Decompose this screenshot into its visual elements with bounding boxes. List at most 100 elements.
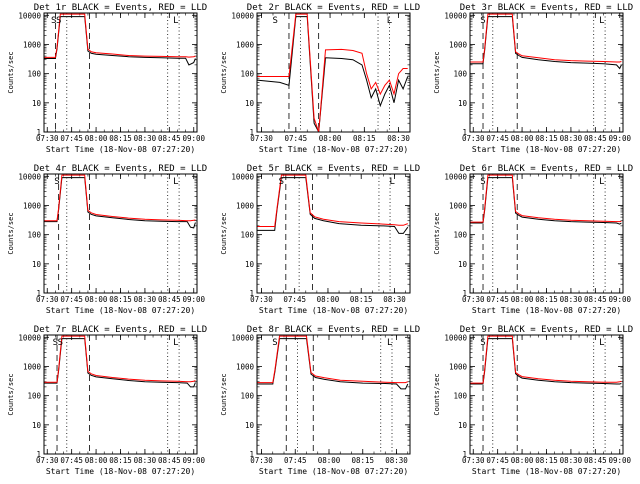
series-line-lld: [470, 335, 622, 384]
detector-panel-5: Det 5r BLACK = Events, RED = LLD Counts/s…: [220, 164, 420, 315]
x-tick-label: 07:30: [36, 295, 59, 304]
x-tick-label: 08:00: [317, 295, 340, 304]
y-tick-label: 1: [462, 450, 467, 459]
saa-annotation: S: [53, 338, 58, 348]
x-axis-label: Start Time (18-Nov-08 07:27:20): [46, 306, 195, 315]
y-axis-label: Counts/sec: [433, 373, 441, 415]
x-tick-label: 09:00: [608, 456, 631, 465]
x-tick-label: 08:30: [383, 295, 406, 304]
y-tick-label: 10000: [18, 11, 41, 20]
y-tick-label: 100: [27, 70, 41, 79]
x-tick-label: 08:15: [109, 456, 132, 465]
series-line-lld: [44, 13, 196, 58]
saa-annotation: L: [173, 16, 178, 26]
x-tick-label: 08:15: [350, 295, 373, 304]
y-tick-label: 10: [458, 99, 468, 108]
x-tick-label: 09:00: [608, 295, 631, 304]
x-tick-label: 08:00: [85, 295, 108, 304]
x-tick-label: 08:15: [351, 456, 374, 465]
x-tick-label: 08:30: [560, 295, 583, 304]
x-tick-label: 08:45: [158, 456, 181, 465]
y-tick-label: 10: [458, 421, 468, 430]
y-tick-label: 1: [36, 289, 41, 298]
x-tick-label: 09:00: [182, 134, 205, 143]
x-tick-label: 08:30: [560, 456, 583, 465]
detector-panel-6: Det 6r BLACK = Events, RED = LLD Counts/s…: [433, 164, 633, 315]
saa-annotation: S: [54, 177, 59, 187]
panel-title: Det 6r BLACK = Events, RED = LLD: [460, 164, 633, 174]
x-tick-label: 08:00: [511, 134, 534, 143]
y-tick-label: 10: [32, 99, 42, 108]
saa-annotation: L: [599, 338, 604, 348]
plot-area: [44, 13, 196, 132]
series-line-events: [257, 16, 409, 132]
y-tick-label: 1000: [449, 362, 468, 371]
x-tick-label: 08:30: [387, 134, 410, 143]
x-tick-label: 07:45: [486, 456, 509, 465]
x-tick-label: 07:30: [250, 134, 273, 143]
x-tick-label: 07:45: [486, 295, 509, 304]
x-tick-label: 09:00: [608, 134, 631, 143]
y-tick-label: 10: [245, 260, 255, 269]
x-tick-label: 08:00: [85, 134, 108, 143]
series-line-lld: [44, 335, 196, 383]
x-tick-label: 08:15: [109, 295, 132, 304]
plot-frame: [469, 173, 624, 294]
saa-annotation: S: [272, 338, 277, 348]
y-tick-label: 10: [32, 421, 42, 430]
plot-frame: [256, 12, 411, 133]
y-tick-label: 1: [249, 128, 254, 137]
saa-annotation: L: [390, 177, 395, 187]
y-axis-label: Counts/sec: [220, 373, 228, 415]
plot-area: [257, 335, 409, 454]
panel-title: Det 4r BLACK = Events, RED = LLD: [34, 164, 207, 174]
x-tick-label: 08:45: [584, 456, 607, 465]
y-tick-label: 100: [240, 392, 254, 401]
y-tick-label: 1000: [236, 201, 255, 210]
x-tick-label: 07:30: [36, 456, 59, 465]
x-tick-label: 07:30: [462, 456, 485, 465]
plot-area: [470, 174, 622, 293]
y-axis-label: Counts/sec: [433, 51, 441, 93]
plot-frame: [43, 12, 198, 133]
x-tick-label: 08:00: [511, 295, 534, 304]
panel-title: Det 8r BLACK = Events, RED = LLD: [247, 325, 420, 335]
saa-annotation: L: [173, 338, 178, 348]
x-tick-label: 07:45: [60, 134, 83, 143]
saa-annotation: L: [599, 16, 604, 26]
y-axis-label: Counts/sec: [7, 373, 15, 415]
x-tick-label: 08:15: [535, 134, 558, 143]
x-tick-label: 08:45: [584, 295, 607, 304]
plot-frame: [469, 12, 624, 133]
y-tick-label: 1: [249, 289, 254, 298]
detector-panel-2: Det 2r BLACK = Events, RED = LLD Counts/s…: [220, 3, 420, 154]
y-tick-label: 1000: [23, 362, 42, 371]
y-tick-label: 1: [36, 128, 41, 137]
plot-frame: [256, 334, 411, 455]
y-tick-label: 10000: [444, 172, 467, 181]
y-tick-label: 100: [453, 392, 467, 401]
x-tick-label: 08:45: [584, 134, 607, 143]
y-tick-label: 100: [27, 392, 41, 401]
y-tick-label: 10000: [444, 333, 467, 342]
saa-annotation: S: [480, 16, 485, 26]
y-axis-label: Counts/sec: [220, 212, 228, 254]
plot-frame: [43, 334, 198, 455]
y-tick-label: 100: [240, 70, 254, 79]
x-tick-label: 07:45: [285, 134, 308, 143]
y-tick-label: 1000: [449, 40, 468, 49]
y-tick-label: 1000: [236, 40, 255, 49]
x-tick-label: 08:30: [134, 456, 157, 465]
panel-title: Det 1r BLACK = Events, RED = LLD: [34, 3, 207, 13]
y-tick-label: 100: [453, 231, 467, 240]
x-tick-label: 08:00: [85, 456, 108, 465]
x-tick-label: 08:15: [535, 456, 558, 465]
y-tick-label: 10: [458, 260, 468, 269]
plot-area: [257, 174, 409, 293]
saa-annotation: S: [279, 177, 284, 187]
y-tick-label: 100: [453, 70, 467, 79]
y-tick-label: 1: [36, 450, 41, 459]
x-tick-label: 07:30: [250, 456, 273, 465]
x-tick-label: 09:00: [182, 456, 205, 465]
